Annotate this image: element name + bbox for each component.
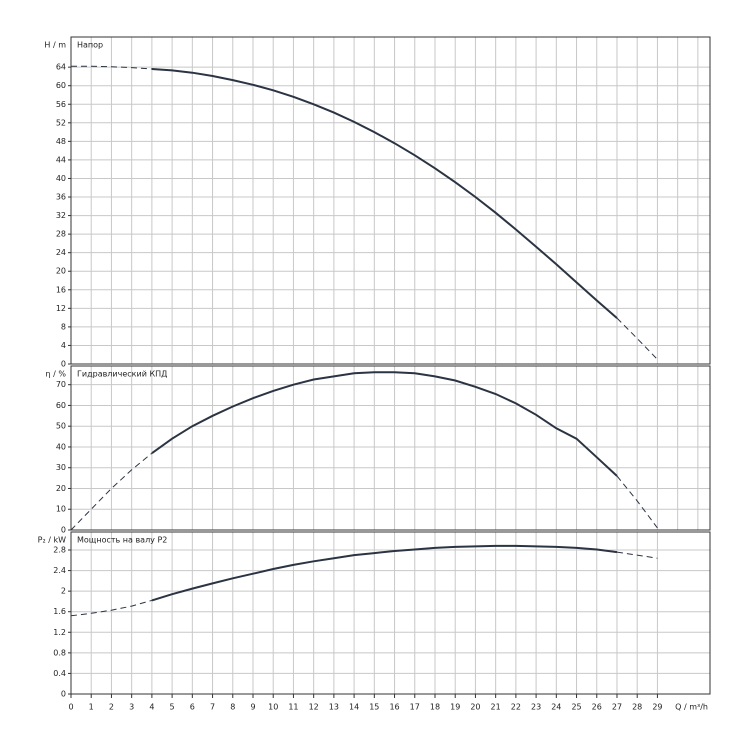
x-tick-label: 14: [349, 703, 359, 712]
y-axis-label: P₂ / kW: [38, 536, 66, 545]
y-tick-label: 1.6: [53, 607, 66, 616]
y-tick-label: 2.4: [53, 566, 66, 575]
y-tick-label: 10: [56, 505, 66, 514]
x-tick-label: 9: [250, 703, 255, 712]
y-tick-label: 28: [56, 230, 66, 239]
x-tick-label: 4: [149, 703, 154, 712]
curve-extension: [616, 475, 658, 529]
curve: [151, 68, 618, 319]
x-tick-label: 15: [369, 703, 379, 712]
y-tick-label: 50: [56, 422, 66, 431]
x-tick-label: 22: [511, 703, 521, 712]
y-tick-label: 2: [61, 587, 66, 596]
curve: [151, 371, 618, 477]
curve-extension: [616, 551, 658, 559]
y-tick-label: 36: [56, 193, 66, 202]
x-tick-label: 12: [309, 703, 319, 712]
panel-title: Напор: [77, 41, 103, 50]
y-tick-label: 0.4: [53, 669, 66, 678]
y-tick-label: 2.8: [53, 546, 66, 555]
y-tick-label: 0: [61, 360, 66, 369]
x-tick-label: 8: [230, 703, 235, 712]
plot-frame: [70, 36, 711, 365]
y-axis-label: H / m: [44, 41, 66, 50]
x-tick-label: 11: [288, 703, 298, 712]
y-axis-label: η / %: [46, 370, 67, 379]
y-tick-label: 12: [56, 304, 66, 313]
curve-extension: [71, 65, 152, 70]
y-tick-label: 60: [56, 401, 66, 410]
y-tick-label: 56: [56, 100, 66, 109]
x-axis-label: Q / m³/h: [675, 703, 708, 712]
y-tick-label: 20: [56, 484, 66, 493]
y-tick-label: 30: [56, 463, 66, 472]
x-tick-label: 29: [652, 703, 662, 712]
panel-title: Мощность на валу P2: [77, 536, 167, 545]
y-tick-label: 0.8: [53, 648, 66, 657]
y-tick-label: 70: [56, 380, 66, 389]
curve-extension: [70, 452, 153, 531]
curve-extension: [70, 599, 153, 617]
x-tick-label: 18: [430, 703, 440, 712]
y-tick-label: 0: [61, 690, 66, 699]
y-tick-label: 24: [56, 248, 66, 257]
y-tick-label: 1.2: [53, 628, 66, 637]
y-tick-label: 8: [61, 322, 66, 331]
x-tick-label: 2: [109, 703, 114, 712]
x-tick-label: 17: [410, 703, 420, 712]
plot-frame: [70, 531, 711, 695]
y-tick-label: 40: [56, 174, 66, 183]
y-tick-label: 44: [56, 155, 66, 164]
x-tick-label: 19: [450, 703, 460, 712]
y-tick-label: 32: [56, 211, 66, 220]
plot-frame: [70, 365, 711, 531]
panel-title: Гидравлический КПД: [77, 370, 167, 379]
x-tick-label: 7: [210, 703, 215, 712]
x-tick-label: 16: [389, 703, 399, 712]
y-tick-label: 64: [56, 63, 66, 72]
y-tick-label: 20: [56, 267, 66, 276]
x-tick-label: 6: [190, 703, 195, 712]
x-tick-label: 10: [268, 703, 278, 712]
y-tick-label: 52: [56, 118, 66, 127]
y-tick-label: 0: [61, 526, 66, 535]
x-tick-label: 0: [68, 703, 73, 712]
x-tick-label: 23: [531, 703, 541, 712]
x-tick-label: 5: [170, 703, 175, 712]
curve: [151, 544, 618, 602]
x-tick-label: 21: [491, 703, 501, 712]
x-tick-label: 1: [89, 703, 94, 712]
x-tick-label: 20: [470, 703, 480, 712]
y-tick-label: 48: [56, 137, 66, 146]
y-tick-label: 4: [61, 341, 66, 350]
x-tick-label: 26: [592, 703, 602, 712]
x-tick-label: 25: [571, 703, 581, 712]
y-tick-label: 60: [56, 81, 66, 90]
x-tick-label: 24: [551, 703, 561, 712]
x-tick-label: 28: [632, 703, 642, 712]
y-tick-label: 16: [56, 285, 66, 294]
x-tick-label: 3: [129, 703, 134, 712]
x-tick-label: 13: [329, 703, 339, 712]
y-tick-label: 40: [56, 442, 66, 451]
x-tick-label: 27: [612, 703, 622, 712]
